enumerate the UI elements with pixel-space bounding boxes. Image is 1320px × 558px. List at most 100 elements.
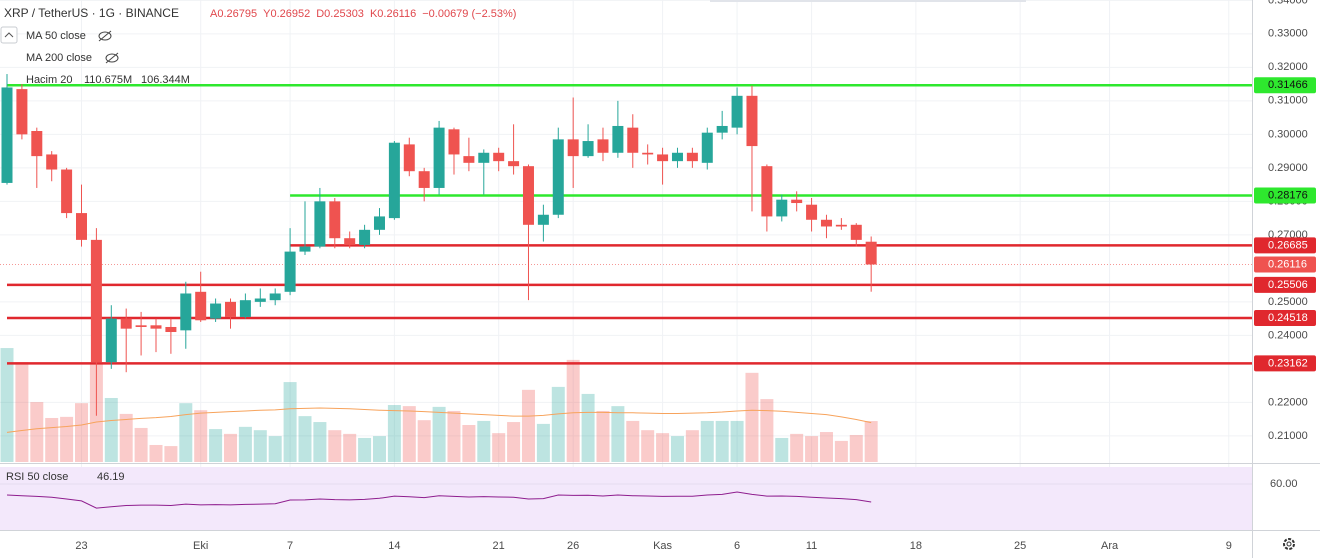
candle-body xyxy=(522,166,534,225)
ohlc-item: D0.25303 xyxy=(316,8,364,20)
candle-body xyxy=(314,201,326,247)
x-tick-label: 26 xyxy=(567,540,579,552)
volume-bar xyxy=(358,437,372,462)
volume-bar xyxy=(641,430,655,462)
volume-bar xyxy=(45,417,59,462)
settings-icon[interactable] xyxy=(1283,538,1295,550)
candle-body xyxy=(1,87,13,183)
volume-bar xyxy=(834,440,848,462)
y-tick-label: 0.31000 xyxy=(1268,95,1308,107)
ohlc-item: −0.00679 (−2.53%) xyxy=(422,8,516,20)
volume-pane xyxy=(0,348,878,462)
candle-body xyxy=(567,139,579,157)
level-label: 0.31466 xyxy=(1268,79,1308,91)
legend: XRP / TetherUS · 1G · BINANCE A0.26795 Y0… xyxy=(0,6,516,483)
collapse-button[interactable] xyxy=(0,26,18,44)
candle-body xyxy=(105,318,117,363)
candle-body xyxy=(835,224,847,227)
y-tick-label: 0.25000 xyxy=(1268,296,1308,308)
y-tick-label: 0.32000 xyxy=(1268,61,1308,73)
level-label: 0.25506 xyxy=(1268,279,1308,291)
volume-bar xyxy=(536,423,550,462)
rsi-pane xyxy=(0,483,1252,509)
candle-body xyxy=(791,199,803,204)
x-tick-label: 7 xyxy=(287,540,293,552)
candle-body xyxy=(433,127,445,188)
axes: 0.34000 0.33000 0.32000 0.31000 0.30000 0.290… xyxy=(75,0,1316,552)
candle-body xyxy=(612,125,624,153)
candle-body xyxy=(388,142,400,219)
volume-bar xyxy=(60,416,74,462)
volume-bar xyxy=(521,389,535,462)
indicator-label: MA 50 close xyxy=(26,30,86,42)
indicator-label: MA 200 close xyxy=(26,52,92,64)
candle-body xyxy=(16,89,28,135)
candle-body xyxy=(820,219,832,227)
rsi-tick-label: 60.00 xyxy=(1270,478,1298,490)
volume-bar xyxy=(298,416,312,462)
level-label-box xyxy=(1254,187,1316,204)
volume-bar xyxy=(432,406,446,462)
candle-body xyxy=(806,204,818,220)
y-tick-label: 0.29000 xyxy=(1268,162,1308,174)
candle-body xyxy=(478,152,490,163)
volume-bar xyxy=(685,430,699,462)
candle-body xyxy=(75,213,87,240)
candle-body xyxy=(46,154,58,170)
y-tick-label: 0.22000 xyxy=(1268,396,1308,408)
volume-bar xyxy=(209,429,223,462)
candle-body xyxy=(627,127,639,153)
toolbar-edge xyxy=(710,0,1026,2)
volume-bar xyxy=(670,436,684,462)
volume-bar xyxy=(551,386,565,462)
volume-bar xyxy=(611,406,625,462)
volume-bar xyxy=(134,427,148,462)
ohlc-item: K0.26116 xyxy=(370,8,416,20)
candle-body xyxy=(508,161,520,167)
hide-icons[interactable] xyxy=(98,30,119,64)
collapse-icon xyxy=(4,32,14,38)
candle-body xyxy=(403,144,415,172)
volume-bar xyxy=(760,399,774,462)
volume-bar xyxy=(715,420,729,462)
candle-body xyxy=(582,141,594,157)
volume-bar xyxy=(626,420,640,462)
candle-body xyxy=(418,171,430,188)
candle-body xyxy=(210,303,222,319)
volume-bar xyxy=(596,410,610,462)
volume-bar xyxy=(194,410,208,462)
candle-body xyxy=(746,95,758,147)
volume-bar xyxy=(253,430,267,462)
candle-body xyxy=(776,199,788,217)
volume-value: 110.675M xyxy=(84,74,132,86)
level-label: 0.28176 xyxy=(1268,189,1308,201)
candle-body xyxy=(865,241,877,265)
y-tick-label: 0.21000 xyxy=(1268,430,1308,442)
volume-bar xyxy=(104,397,118,462)
volume-bar xyxy=(730,420,744,462)
level-label-box xyxy=(1254,77,1316,94)
candle-body xyxy=(135,325,147,327)
candle-body xyxy=(701,132,713,163)
volume-bar xyxy=(462,425,476,462)
x-tick-label: 25 xyxy=(1014,540,1026,552)
volume-bar xyxy=(30,402,44,462)
y-tick-label: 0.34000 xyxy=(1268,0,1308,6)
candle-body xyxy=(850,224,862,240)
x-tick-label: Ara xyxy=(1101,540,1119,552)
volume-bar xyxy=(343,433,357,462)
candle-body xyxy=(180,293,192,331)
volume-label: Hacim 20 xyxy=(26,74,72,86)
ohlc-item: A0.26795 xyxy=(210,8,257,20)
x-tick-label: Kas xyxy=(653,540,672,552)
level-label: 0.23162 xyxy=(1268,357,1308,369)
volume-bar xyxy=(581,393,595,462)
x-tick-label: Eki xyxy=(193,540,208,552)
symbol-title: XRP / TetherUS · 1G · BINANCE xyxy=(4,6,179,20)
volume-bar xyxy=(283,382,297,462)
candle-body xyxy=(150,325,162,329)
candle-body xyxy=(359,229,371,245)
candle-body xyxy=(671,152,683,162)
y-tick-label: 0.30000 xyxy=(1268,128,1308,140)
x-tick-label: 6 xyxy=(734,540,740,552)
